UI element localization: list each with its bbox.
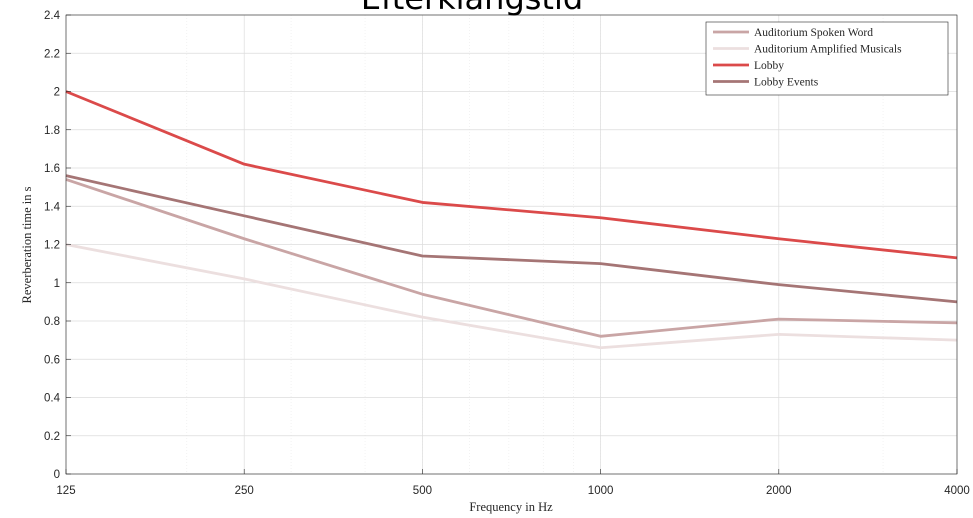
y-tick-label: 0.2 xyxy=(44,431,60,443)
series-line xyxy=(65,243,958,350)
series-line xyxy=(65,178,958,338)
legend-label: Auditorium Spoken Word xyxy=(754,27,873,39)
x-tick-label: 125 xyxy=(56,485,75,497)
chart-title: Efterklangstid xyxy=(361,0,583,17)
y-tick-label: 2.2 xyxy=(44,48,60,60)
y-axis-label: Reverberation time in s xyxy=(20,186,34,303)
x-tick-label: 1000 xyxy=(588,485,614,497)
x-tick-label: 500 xyxy=(413,485,432,497)
series-line xyxy=(65,90,958,260)
x-tick-label: 2000 xyxy=(766,485,792,497)
y-tick-label: 1 xyxy=(54,278,60,290)
legend-label: Lobby Events xyxy=(754,77,819,89)
y-tick-label: 0.8 xyxy=(44,316,60,328)
y-tick-label: 0.6 xyxy=(44,354,60,366)
x-tick-label: 4000 xyxy=(944,485,970,497)
x-tick-label: 250 xyxy=(235,485,254,497)
y-tick-label: 1.2 xyxy=(44,240,60,252)
y-tick-label: 2.4 xyxy=(44,10,61,22)
legend-label: Lobby xyxy=(754,60,784,72)
series-lines xyxy=(65,90,958,350)
y-tick-label: 1.8 xyxy=(44,125,60,137)
y-tick-labels: 0 0.2 0.4 0.6 0.8 1 1.2 1.4 1.6 1.8 2 2.2 2.4 xyxy=(44,10,71,481)
x-axis-label: Frequency in Hz xyxy=(469,500,553,514)
y-tick-label: 0.4 xyxy=(44,393,61,405)
y-tick-label: 1.4 xyxy=(44,201,61,213)
x-tick-labels: 125 250 500 1000 2000 4000 xyxy=(56,469,970,497)
series-line xyxy=(65,174,958,304)
legend: Auditorium Spoken Word Auditorium Amplifi… xyxy=(705,21,949,96)
y-tick-label: 1.6 xyxy=(44,163,60,175)
legend-label: Auditorium Amplified Musicals xyxy=(754,44,902,56)
y-tick-label: 2 xyxy=(54,87,60,99)
y-tick-label: 0 xyxy=(54,469,60,481)
